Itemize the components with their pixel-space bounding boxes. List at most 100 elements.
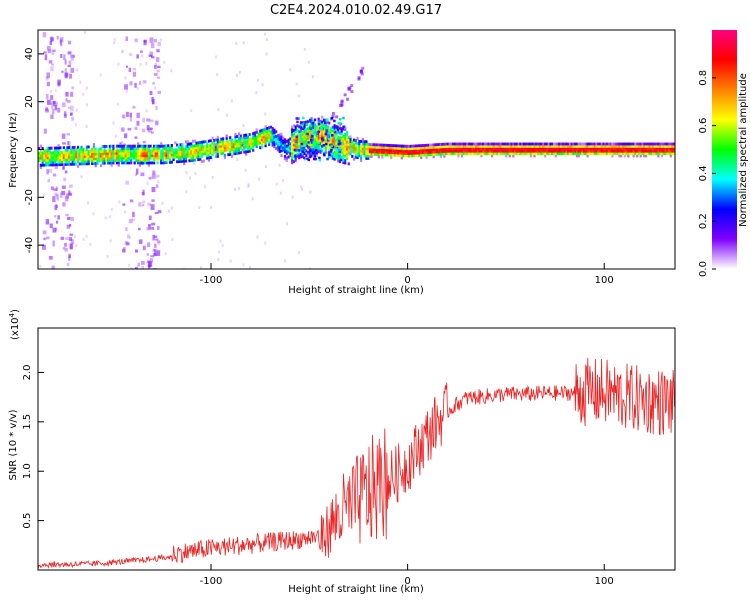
y-tick-label: 40: [24, 48, 35, 61]
spectrogram-cell: [572, 144, 575, 148]
spectrogram-cell: [540, 142, 543, 146]
y-tick-label: 0.5: [22, 513, 33, 529]
spectrogram-cell: [418, 151, 421, 155]
spectrogram-cell: [334, 138, 338, 142]
spectrogram-cell: [611, 149, 614, 153]
spectrogram-cell: [291, 135, 294, 138]
spectrogram-cell: [333, 138, 336, 142]
spectrogram-cell: [156, 161, 159, 165]
spectrogram-cell: [243, 145, 246, 149]
spectrogram-cell: [172, 148, 175, 152]
spectrogram-cell: [377, 143, 380, 147]
spectrogram-cell: [119, 156, 122, 160]
spectrogram-cell: [452, 142, 455, 146]
spectrogram-cell: [163, 154, 166, 158]
spectrogram-cell: [293, 148, 297, 152]
spectrogram-cell: [200, 150, 203, 154]
spectrogram-cell: [151, 227, 155, 230]
spectrogram-cell: [558, 152, 561, 156]
spectrogram-cell: [71, 162, 74, 166]
colorbar-tick-label: 0.8: [698, 70, 709, 86]
spectrogram-cell: [82, 92, 85, 96]
spectrogram-cell: [314, 139, 317, 143]
spectrogram-cell: [50, 161, 53, 164]
spectrogram-cell: [324, 136, 327, 140]
spectrogram-cell: [413, 147, 416, 150]
spectrogram-cell: [156, 144, 159, 148]
spectrogram-cell: [306, 132, 309, 136]
spectrogram-cell: [232, 149, 235, 153]
spectrogram-cell: [67, 106, 71, 109]
spectrogram-cell: [643, 152, 646, 156]
spectrogram-cell: [311, 75, 314, 79]
spectrogram-cell: [545, 142, 549, 146]
spectrogram-cell: [229, 143, 232, 147]
spectrogram-cell: [430, 148, 434, 152]
spectrogram-cell: [383, 148, 386, 152]
spectrogram-cell: [590, 152, 593, 156]
spectrogram-cell: [344, 144, 347, 148]
spectrogram-cell: [188, 142, 191, 146]
spectrogram-cell: [421, 144, 425, 147]
spectrogram-cell: [53, 148, 57, 152]
spectrogram-cell: [335, 156, 338, 159]
spectrogram-cell: [230, 138, 234, 142]
spectrogram-cell: [153, 253, 158, 257]
spectrogram-cell: [630, 149, 633, 153]
spectrogram-cell: [542, 147, 545, 151]
spectrogram-cell: [662, 152, 665, 156]
spectrogram-cell: [335, 146, 338, 150]
spectrogram-cell: [671, 144, 674, 148]
spectrogram-cell: [139, 62, 142, 66]
spectrogram-cell: [112, 156, 115, 160]
spectrogram-cell: [625, 142, 628, 146]
spectrogram-cell: [344, 154, 347, 158]
spectrogram-cell: [331, 125, 334, 129]
spectrogram-cell: [340, 155, 343, 159]
spectrogram-cell: [149, 90, 153, 96]
spectrogram-cell: [138, 202, 142, 207]
spectrogram-cell: [176, 150, 179, 154]
spectrogram-cell: [347, 138, 350, 142]
spectrogram-cell: [579, 147, 582, 151]
spectrogram-cell: [98, 159, 101, 163]
spectrogram-cell: [183, 162, 186, 166]
spectrogram-cell: [125, 36, 128, 41]
spectrogram-cell: [51, 265, 55, 269]
spectrogram-cell: [349, 144, 352, 148]
spectrogram-cell: [563, 149, 566, 153]
spectrogram-cell: [64, 155, 67, 159]
spectrogram-cell: [45, 158, 48, 162]
spectrogram-cell: [292, 136, 295, 140]
spectrogram-cell: [540, 144, 543, 148]
spectrogram-cell: [186, 140, 189, 144]
spectrogram-cell: [602, 149, 605, 153]
spectrogram-cell: [39, 151, 42, 155]
spectrogram-cell: [146, 253, 149, 256]
spectrogram-cell: [170, 160, 173, 164]
spectrogram-cell: [425, 151, 428, 154]
spectrogram-cell: [82, 148, 85, 151]
spectrogram-cell: [213, 150, 216, 154]
spectrogram-cell: [386, 153, 389, 157]
spectrogram-cell: [271, 134, 274, 138]
spectrogram-cell: [551, 142, 554, 146]
spectrogram-cell: [513, 152, 517, 156]
spectrogram-cell: [145, 161, 149, 165]
spectrogram-cell: [245, 133, 248, 137]
spectrogram-cell: [308, 129, 311, 133]
spectrogram-cell: [623, 142, 626, 146]
spectrogram-cell: [84, 150, 87, 154]
spectrogram-cell: [600, 152, 603, 156]
spectrogram-cell: [68, 162, 71, 166]
spectrogram-cell: [244, 168, 247, 172]
spectrogram-cell: [434, 152, 437, 156]
spectrogram-cell: [190, 159, 193, 163]
spectrogram-cell: [84, 157, 87, 161]
snr-scale-suffix: ): [10, 309, 21, 313]
spectrogram-cell: [142, 156, 145, 160]
spectrogram-cell: [398, 154, 402, 157]
spectrogram-cell: [637, 152, 641, 156]
spectrogram-cell: [361, 66, 365, 70]
spectrogram-cell: [85, 125, 88, 129]
